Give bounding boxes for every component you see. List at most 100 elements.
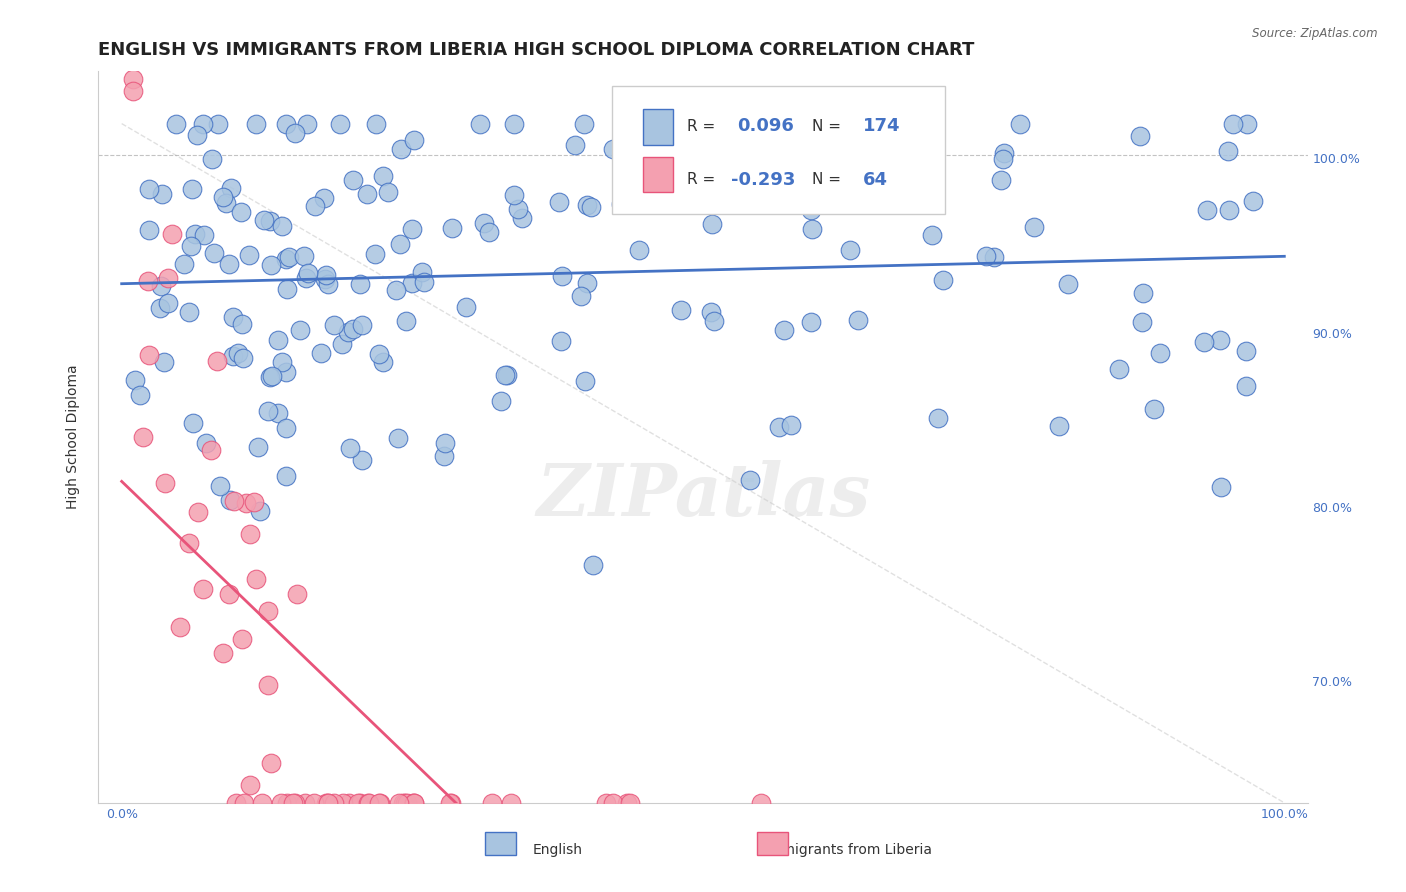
Point xyxy=(231,318,253,332)
Point xyxy=(212,646,235,660)
FancyBboxPatch shape xyxy=(758,832,787,855)
Point xyxy=(1192,334,1215,349)
Point xyxy=(548,195,571,210)
Point xyxy=(260,258,283,272)
Point xyxy=(276,282,298,296)
Point xyxy=(800,315,823,329)
Point xyxy=(356,187,378,202)
Point xyxy=(1216,144,1239,158)
Point xyxy=(976,249,998,263)
Point xyxy=(183,227,205,241)
Point xyxy=(1132,315,1154,329)
Point xyxy=(574,374,596,388)
Point xyxy=(551,268,574,283)
Point xyxy=(357,796,380,810)
Point xyxy=(364,246,387,260)
Point xyxy=(1209,333,1232,347)
Point xyxy=(122,84,145,98)
Point xyxy=(253,212,276,227)
Point xyxy=(734,139,756,153)
Point xyxy=(364,117,387,131)
Point xyxy=(136,274,159,288)
Point xyxy=(702,217,724,231)
Text: Immigrants from Liberia: Immigrants from Liberia xyxy=(763,843,932,857)
Point xyxy=(389,237,412,252)
Point xyxy=(402,796,425,810)
Point xyxy=(328,117,350,131)
Point xyxy=(323,318,346,332)
Point xyxy=(404,133,426,147)
Point xyxy=(489,394,512,409)
Point xyxy=(367,796,389,810)
Point xyxy=(394,796,416,810)
Point xyxy=(267,406,290,420)
Point xyxy=(180,239,202,253)
Point xyxy=(231,632,253,646)
Point xyxy=(439,796,461,810)
Point xyxy=(304,199,326,213)
Point xyxy=(619,796,641,810)
Point xyxy=(401,222,423,236)
Point xyxy=(219,181,242,195)
Text: N =: N = xyxy=(811,172,841,187)
Point xyxy=(247,440,270,454)
Point xyxy=(1010,117,1032,131)
FancyBboxPatch shape xyxy=(643,157,673,192)
Point xyxy=(581,200,603,214)
Point xyxy=(122,72,145,87)
Point xyxy=(218,257,240,271)
Point xyxy=(602,796,624,810)
Point xyxy=(659,150,682,164)
Text: -0.293: -0.293 xyxy=(731,170,796,188)
Point xyxy=(440,796,463,810)
Point xyxy=(1129,128,1152,143)
Point xyxy=(602,142,624,156)
Point xyxy=(284,796,307,810)
Point xyxy=(993,146,1015,161)
Point xyxy=(1022,220,1045,235)
Point xyxy=(564,137,586,152)
Point xyxy=(276,117,298,131)
Point xyxy=(285,587,308,601)
Point xyxy=(295,117,318,131)
Point xyxy=(373,355,395,369)
Point xyxy=(368,796,391,810)
Point xyxy=(249,504,271,518)
FancyBboxPatch shape xyxy=(613,86,945,214)
Point xyxy=(800,202,823,217)
Point xyxy=(315,796,337,810)
Point xyxy=(454,301,477,315)
Point xyxy=(675,117,697,131)
Point xyxy=(294,796,316,810)
Point xyxy=(800,221,823,235)
Point xyxy=(231,351,253,366)
Point xyxy=(1236,117,1258,131)
Point xyxy=(208,479,231,493)
Point xyxy=(316,277,339,291)
Point xyxy=(222,310,245,324)
Point xyxy=(257,678,280,692)
Point xyxy=(138,223,160,237)
Point xyxy=(259,214,281,228)
Point xyxy=(177,536,200,550)
Point xyxy=(494,368,516,383)
Point xyxy=(434,436,457,450)
Point xyxy=(870,146,893,161)
Point xyxy=(669,302,692,317)
Point xyxy=(373,169,395,183)
Point xyxy=(274,469,297,483)
Point xyxy=(506,202,529,216)
Text: English: English xyxy=(533,843,583,857)
Point xyxy=(700,305,723,319)
Point xyxy=(138,181,160,195)
Point xyxy=(402,796,425,810)
Point xyxy=(839,243,862,257)
Point xyxy=(1243,194,1265,209)
Point xyxy=(401,276,423,290)
Point xyxy=(1197,203,1219,218)
Point xyxy=(257,604,280,618)
Point xyxy=(181,181,204,195)
Point xyxy=(472,216,495,230)
Point xyxy=(503,117,526,131)
Point xyxy=(433,449,456,463)
